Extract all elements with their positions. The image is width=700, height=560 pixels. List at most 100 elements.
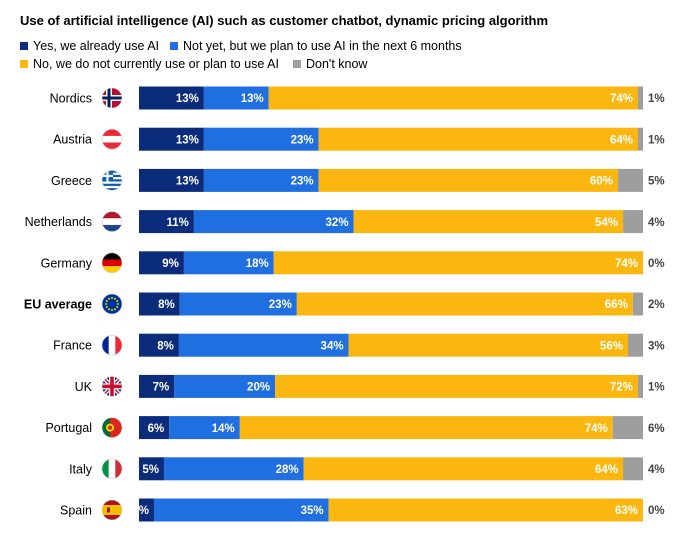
data-label: 11%	[167, 217, 189, 229]
data-label: 9%	[162, 258, 179, 270]
category-label: UK	[75, 380, 93, 394]
bar-row: Spain 3% 35% 63% 0%	[60, 499, 665, 522]
data-label: 64%	[595, 464, 618, 476]
legend-swatch	[20, 42, 28, 50]
category-label: Italy	[69, 462, 93, 476]
data-label: 74%	[615, 258, 638, 270]
bar-row: Netherlands 11% 32% 54% 4%	[25, 210, 665, 233]
legend-item: Yes, we already use AI	[20, 39, 159, 53]
chart-title: Use of artificial intelligence (AI) such…	[20, 13, 548, 28]
bar-row: Italy 5% 28% 64% 4%	[69, 457, 665, 480]
data-label: 13%	[176, 134, 199, 146]
data-label: 23%	[291, 134, 314, 146]
bar-segment	[240, 416, 613, 439]
bar-segment	[613, 416, 643, 439]
bar-row: Nordics 13% 13% 74% 1%	[50, 87, 665, 110]
bar-row: Portugal 6% 14% 74% 6%	[45, 416, 664, 439]
legend-swatch	[170, 42, 178, 50]
legend-label: Yes, we already use AI	[33, 39, 159, 53]
data-label: 74%	[585, 423, 608, 435]
legend-swatch	[293, 60, 301, 68]
chart-rows: Nordics 13% 13% 74% 1% Austria 13% 23% 64% 1% Gree…	[24, 87, 665, 522]
bar-segment	[628, 334, 643, 357]
data-label: 23%	[291, 176, 314, 188]
bar-segment	[354, 210, 623, 233]
bar-segment	[349, 334, 628, 357]
data-label: 7%	[153, 382, 170, 394]
data-label: 18%	[246, 258, 269, 270]
data-label: 56%	[600, 340, 623, 352]
bar-segment	[319, 128, 638, 151]
bar-segment	[623, 210, 643, 233]
category-label: Portugal	[45, 421, 92, 435]
legend-item: Not yet, but we plan to use AI in the ne…	[170, 39, 462, 53]
bar-row: EU average 8% 23% 66% 2%	[24, 293, 665, 316]
bar-segment	[638, 375, 643, 398]
dont-know-label: 4%	[648, 217, 665, 229]
data-label: 13%	[176, 93, 199, 105]
dont-know-label: 1%	[648, 93, 665, 105]
bar-segment	[274, 251, 643, 274]
bar-segment	[319, 169, 618, 192]
bar-segment	[329, 499, 643, 522]
data-label: 54%	[595, 217, 618, 229]
data-label: 34%	[321, 340, 344, 352]
legend: Yes, we already use AI Not yet, but we pl…	[20, 39, 462, 71]
bar-row: Austria 13% 23% 64% 1%	[53, 128, 665, 151]
bar-row: France 8% 34% 56% 3%	[53, 334, 665, 357]
data-label: 5%	[142, 464, 159, 476]
data-label: 20%	[247, 382, 270, 394]
category-label: Netherlands	[25, 215, 92, 229]
category-label: EU average	[24, 298, 92, 312]
legend-item: No, we do not currently use or plan to u…	[20, 57, 279, 71]
bar-segment	[623, 457, 643, 480]
category-label: Nordics	[50, 92, 92, 106]
legend-label: Don't know	[306, 57, 368, 71]
dont-know-label: 4%	[648, 464, 665, 476]
bar-segment	[638, 87, 643, 110]
data-label: 74%	[610, 93, 633, 105]
data-label: 23%	[269, 299, 292, 311]
data-label: 14%	[212, 423, 235, 435]
dont-know-label: 1%	[648, 134, 665, 146]
bar-segment	[275, 375, 638, 398]
data-label: 8%	[157, 340, 174, 352]
dont-know-label: 3%	[648, 340, 665, 352]
data-label: 6%	[148, 423, 165, 435]
bar-segment	[618, 169, 643, 192]
legend-swatch	[20, 60, 28, 68]
category-label: France	[53, 339, 92, 353]
dont-know-label: 1%	[648, 382, 665, 394]
bar-segment	[304, 457, 623, 480]
bar-segment	[633, 293, 643, 316]
category-label: Spain	[60, 504, 92, 518]
category-label: Germany	[41, 256, 93, 270]
category-label: Austria	[53, 133, 92, 147]
bar-row: UK 7% 20% 72% 1%	[75, 375, 665, 398]
bar-row: Germany 9% 18% 74% 0%	[41, 251, 665, 274]
data-label: 8%	[158, 299, 175, 311]
data-label: 35%	[301, 505, 324, 517]
legend-item: Don't know	[293, 57, 368, 71]
data-label: 3%	[132, 505, 149, 517]
data-label: 13%	[176, 176, 199, 188]
stacked-bar-chart: Use of artificial intelligence (AI) such…	[0, 0, 700, 560]
bar-segment	[297, 293, 633, 316]
legend-label: Not yet, but we plan to use AI in the ne…	[183, 39, 462, 53]
dont-know-label: 6%	[648, 423, 665, 435]
legend-label: No, we do not currently use or plan to u…	[33, 57, 279, 71]
data-label: 66%	[605, 299, 628, 311]
dont-know-label: 5%	[648, 176, 665, 188]
data-label: 28%	[276, 464, 299, 476]
bar-segment	[269, 87, 638, 110]
data-label: 32%	[326, 217, 349, 229]
dont-know-label: 0%	[648, 258, 665, 270]
data-label: 72%	[610, 382, 633, 394]
data-label: 60%	[590, 176, 613, 188]
data-label: 63%	[615, 505, 638, 517]
data-label: 64%	[610, 134, 633, 146]
category-label: Greece	[51, 174, 92, 188]
data-label: 13%	[241, 93, 264, 105]
dont-know-label: 0%	[648, 505, 665, 517]
bar-row: Greece 13% 23% 60% 5%	[51, 169, 665, 192]
